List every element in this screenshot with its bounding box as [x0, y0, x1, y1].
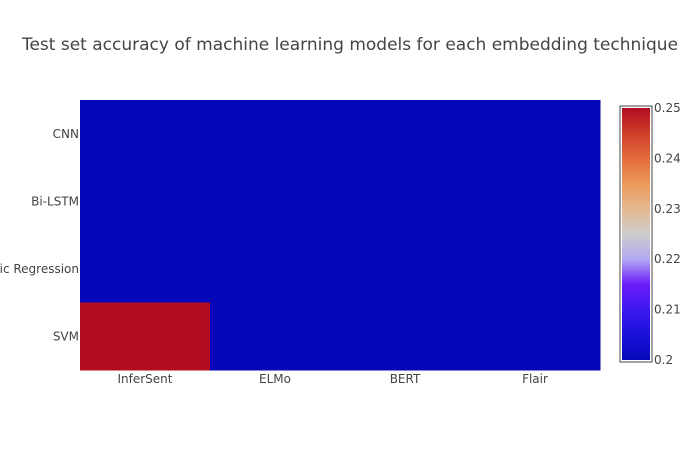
x-tick-label: InferSent — [118, 372, 173, 386]
colorbar-tick-label: 0.24 — [654, 151, 681, 165]
colorbar: 0.2 0.21 0.22 0.23 0.24 0.25 — [619, 101, 681, 367]
heatmap-cell — [210, 100, 341, 168]
heatmap-cell — [470, 235, 601, 303]
x-tick-label: Flair — [522, 372, 548, 386]
x-tick-label: ELMo — [259, 372, 291, 386]
y-tick-label: Bi-LSTM — [31, 194, 79, 208]
colorbar-tick-label: 0.25 — [654, 101, 681, 115]
y-tick-label: CNN — [53, 127, 79, 141]
heatmap-cell — [210, 167, 341, 236]
colorbar-tick-label: 0.22 — [654, 252, 681, 266]
heatmap-cell — [80, 100, 211, 168]
heatmap-cell — [470, 167, 601, 236]
heatmap-cell — [340, 235, 471, 303]
colorbar-tick-label: 0.21 — [654, 303, 681, 317]
x-tick-label: BERT — [390, 372, 421, 386]
heatmap-cell — [340, 302, 471, 371]
heatmap-cell — [210, 235, 341, 303]
heatmap-cell — [80, 167, 211, 236]
heatmap-cell — [340, 167, 471, 236]
heatmap-cell — [80, 235, 211, 303]
colorbar-tick-label: 0.23 — [654, 202, 681, 216]
heatmap-cell — [470, 302, 601, 371]
x-axis: InferSent ELMo BERT Flair — [118, 372, 548, 386]
colorbar-gradient — [622, 108, 650, 360]
y-axis: CNN Bi-LSTM Logistic Regression SVM — [0, 127, 79, 344]
plot-area — [80, 100, 601, 371]
heatmap-cell — [80, 302, 211, 371]
heatmap-cell — [340, 100, 471, 168]
y-tick-label: SVM — [53, 329, 79, 343]
heatmap-cell — [470, 100, 601, 168]
chart-title: Test set accuracy of machine learning mo… — [21, 35, 678, 55]
heatmap-cell — [210, 302, 341, 371]
colorbar-tick-label: 0.2 — [654, 353, 673, 367]
y-tick-label: Logistic Regression — [0, 262, 79, 276]
